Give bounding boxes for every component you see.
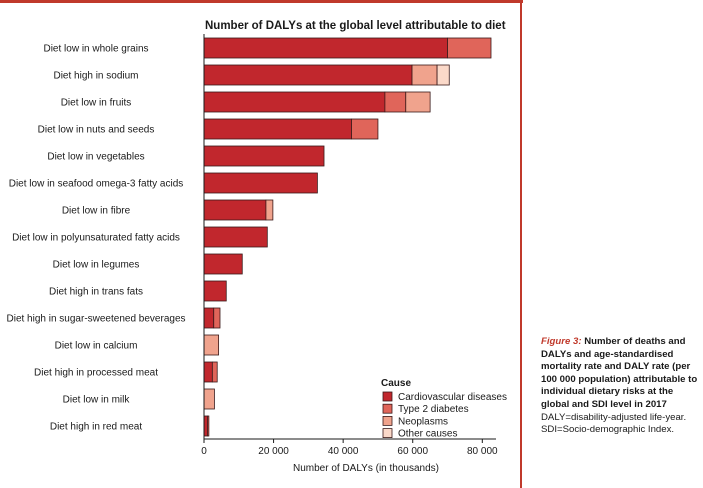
- legend-label-type-2-diabetes: Type 2 diabetes: [398, 404, 469, 415]
- figure-label: Figure 3:: [541, 336, 582, 347]
- legend-label-other-causes: Other causes: [398, 429, 457, 440]
- x-tick-label-20000: 20 000: [258, 446, 289, 457]
- x-tick-label-40000: 40 000: [328, 446, 359, 457]
- bar-diet-low-in-fibre-neoplasms: [265, 199, 274, 221]
- x-tick-label-60000: 60 000: [397, 446, 428, 457]
- figure-caption: Figure 3: Number of deaths and DALYs and…: [541, 336, 699, 437]
- bar-diet-low-in-seafood-omega-3-fatty-acids-cardiovascular-diseases: [203, 172, 318, 194]
- bar-diet-low-in-fibre-cardiovascular-diseases: [203, 199, 267, 221]
- category-label-diet-high-in-sodium: Diet high in sodium: [53, 71, 138, 82]
- legend-swatch-type-2-diabetes: [382, 403, 393, 414]
- bar-diet-low-in-polyunsaturated-fatty-acids-cardiovascular-diseases: [203, 226, 268, 248]
- bar-diet-low-in-vegetables-cardiovascular-diseases: [203, 145, 325, 167]
- category-label-diet-low-in-milk: Diet low in milk: [63, 395, 131, 406]
- category-label-diet-low-in-fruits: Diet low in fruits: [61, 98, 132, 109]
- bar-diet-high-in-sugar-sweetened-beverages-type-2-diabetes: [213, 307, 221, 329]
- category-label-diet-low-in-legumes: Diet low in legumes: [53, 260, 140, 271]
- caption-note: DALY=disability-adjusted life-year. SDI=…: [541, 411, 687, 436]
- legend-swatch-cardiovascular-diseases: [382, 391, 393, 402]
- category-label-diet-low-in-polyunsaturated-fatty-acids: Diet low in polyunsaturated fatty acids: [12, 233, 180, 244]
- bar-diet-low-in-nuts-and-seeds-type-2-diabetes: [351, 118, 379, 140]
- legend-label-neoplasms: Neoplasms: [398, 416, 448, 427]
- legend-swatch-neoplasms: [382, 415, 393, 426]
- bar-diet-high-in-processed-meat-type-2-diabetes: [211, 361, 218, 383]
- category-labels-group: Diet low in whole grains Diet high in sod…: [7, 44, 186, 433]
- category-label-diet-low-in-nuts-and-seeds: Diet low in nuts and seeds: [38, 125, 155, 136]
- bar-diet-low-in-fruits-neoplasms: [405, 91, 431, 113]
- bar-diet-low-in-whole-grains-type-2-diabetes: [447, 37, 492, 59]
- x-axis-group: 0 20 000 40 000 60 000 80 000: [201, 34, 498, 457]
- category-label-diet-low-in-whole-grains: Diet low in whole grains: [43, 44, 148, 55]
- x-tick-label-80000: 80 000: [467, 446, 498, 457]
- category-label-diet-low-in-fibre: Diet low in fibre: [62, 206, 131, 217]
- bar-diet-high-in-sodium-cardiovascular-diseases: [203, 64, 413, 86]
- bar-diet-high-in-trans-fats-cardiovascular-diseases: [203, 280, 227, 302]
- bar-diet-high-in-sugar-sweetened-beverages-cardiovascular-diseases: [203, 307, 215, 329]
- bar-diet-low-in-calcium-neoplasms: [203, 334, 220, 356]
- bar-diet-high-in-red-meat-cardiovascular-diseases: [203, 415, 208, 437]
- frame-top-rule: [0, 0, 523, 3]
- bar-diet-high-in-sodium-other-causes: [436, 64, 450, 86]
- category-label-diet-low-in-vegetables: Diet low in vegetables: [47, 152, 144, 163]
- bar-diet-low-in-fruits-cardiovascular-diseases: [203, 91, 386, 113]
- bar-diet-low-in-whole-grains-cardiovascular-diseases: [203, 37, 448, 59]
- legend-title: Cause: [381, 378, 411, 389]
- category-label-diet-high-in-sugar-sweetened-beverages: Diet high in sugar-sweetened beverages: [7, 314, 186, 325]
- caption-heading: Number of deaths and DALYs and age-stand…: [541, 336, 698, 410]
- bar-diet-high-in-red-meat-type-2-diabetes: [207, 415, 210, 437]
- x-axis-title: Number of DALYs (in thousands): [293, 463, 439, 474]
- bar-diet-low-in-nuts-and-seeds-cardiovascular-diseases: [203, 118, 352, 140]
- legend-label-cardiovascular-diseases: Cardiovascular diseases: [398, 392, 507, 403]
- bars-group: [203, 37, 492, 437]
- bar-diet-high-in-sodium-neoplasms: [411, 64, 438, 86]
- category-label-diet-high-in-processed-meat: Diet high in processed meat: [34, 368, 158, 379]
- category-label-diet-low-in-calcium: Diet low in calcium: [55, 341, 138, 352]
- chart-title: Number of DALYs at the global level attr…: [205, 20, 506, 32]
- bar-diet-low-in-milk-neoplasms: [203, 388, 215, 410]
- category-label-diet-high-in-red-meat: Diet high in red meat: [50, 422, 142, 433]
- legend-swatch-other-causes: [382, 428, 393, 439]
- category-label-diet-high-in-trans-fats: Diet high in trans fats: [49, 287, 143, 298]
- x-tick-label-0: 0: [201, 446, 207, 457]
- bar-diet-low-in-fruits-type-2-diabetes: [384, 91, 407, 113]
- bar-diet-high-in-processed-meat-cardiovascular-diseases: [203, 361, 213, 383]
- category-label-diet-low-in-seafood-omega-3-fatty-acids: Diet low in seafood omega-3 fatty acids: [9, 179, 184, 190]
- bar-diet-low-in-legumes-cardiovascular-diseases: [203, 253, 243, 275]
- frame-right-rule: [520, 0, 522, 488]
